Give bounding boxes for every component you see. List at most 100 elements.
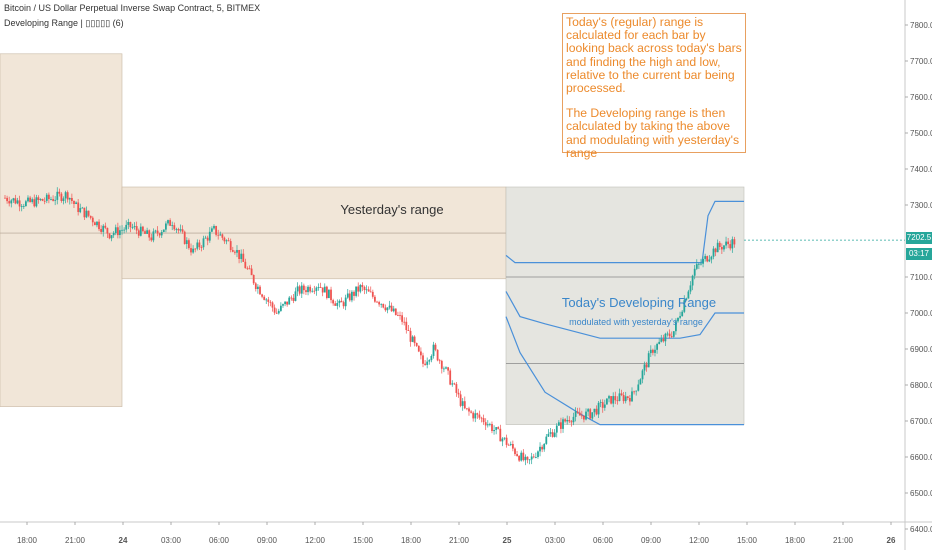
candle-body-284 [597,402,600,415]
candle-body-34 [75,202,77,204]
today-range-box [505,186,745,425]
developing-low-line [505,316,744,426]
indicator-legend[interactable]: Developing Range | ▯▯▯▯▯ (6) [4,18,124,28]
candle-body-261 [549,432,552,434]
candle-body-347 [729,244,732,249]
candle-body-237 [499,428,502,442]
candle-body-12 [29,197,31,202]
price-tick-label-9: 6800.0 [910,381,932,390]
candle-body-240 [505,437,508,445]
candle-body-203 [428,360,431,362]
candle-body-26 [58,191,61,194]
candle-body-186 [392,308,395,312]
price-tick-label-13: 6400.0 [910,525,932,534]
candle-body-266 [560,422,562,429]
developing-range-sublabel: modulated with yesterday's range [569,317,703,327]
candle-body-255 [537,451,539,457]
candle-body-45 [98,221,100,230]
candle-body-127 [269,301,272,303]
candle-body-231 [486,424,489,426]
candle-body-271 [570,421,573,423]
candle-body-56 [121,229,123,231]
candle-body-322 [677,317,679,322]
time-tick-label-17: 21:00 [833,536,854,545]
candle-body-281 [591,412,594,419]
candle-body-258 [543,443,546,450]
candle-body-86 [183,231,186,244]
candle-body-168 [355,286,357,296]
candle-body-206 [434,344,437,350]
candle-body-121 [257,286,259,289]
candle-body-294 [618,393,621,401]
candle-body-177 [374,296,376,302]
candle-body-88 [188,240,190,249]
candle-body-282 [593,408,596,413]
time-tick-label-4: 06:00 [209,536,230,545]
candle-body-13 [31,199,34,202]
candle-body-60 [129,222,132,228]
candle-body-166 [351,291,353,301]
candle-body-305 [641,370,644,380]
candle-body-247 [520,452,523,461]
candle-body-50 [108,233,111,239]
candle-body-120 [254,283,257,289]
candle-body-232 [489,424,491,425]
candle-body-136 [288,297,291,305]
bar-countdown-tag: 03:17 [906,248,932,260]
candle-body-8 [20,206,23,207]
candle-body-77 [165,223,167,230]
candle-body-113 [240,253,243,259]
candle-body-218 [459,394,462,406]
candle-body-159 [336,303,339,306]
candle-body-331 [695,264,698,269]
candle-body-169 [357,286,360,292]
candle-body-318 [668,333,671,337]
candle-body-99 [211,228,213,232]
candle-body-43 [94,222,96,226]
candle-body-63 [135,226,138,231]
yesterday-range-label: Yesterday's range [340,202,443,217]
candle-body-339 [712,248,715,257]
candle-body-253 [532,456,535,458]
candle-body-334 [702,259,704,264]
candle-body-157 [332,300,334,304]
candle-body-252 [530,456,533,460]
candle-body-125 [265,299,268,301]
candle-body-344 [723,245,725,250]
candle-body-70 [150,237,153,241]
candle-body-176 [371,291,374,297]
candle-body-152 [321,287,324,293]
candle-body-197 [415,343,418,346]
candle-body-19 [43,200,46,202]
candle-body-283 [595,408,598,415]
price-tick-label-10: 6700.0 [910,417,932,426]
candle-body-155 [328,289,330,298]
time-tick-label-15: 15:00 [737,536,758,545]
candle-body-325 [683,300,686,312]
time-tick-label-12: 06:00 [593,536,614,545]
candle-body-91 [194,248,197,250]
candle-body-287 [603,404,606,408]
candle-body-244 [514,448,516,455]
candle-body-138 [292,297,295,301]
candle-body-299 [629,398,631,402]
candle-body-79 [169,220,171,226]
candle-body-141 [298,286,301,294]
candle-body-148 [313,290,316,292]
candle-body-162 [342,302,345,307]
time-tick-label-18: 26 [887,536,896,545]
candle-body-225 [474,413,477,419]
candle-body-30 [66,192,69,200]
candle-body-105 [223,237,226,242]
time-tick-label-16: 18:00 [785,536,806,545]
candle-body-316 [664,333,667,342]
candle-body-119 [252,275,255,284]
candle-body-76 [162,229,165,232]
time-tick-label-2: 24 [119,536,128,545]
candle-body-58 [125,224,128,230]
candle-body-208 [438,360,441,362]
candle-body-250 [526,456,529,460]
candle-body-288 [606,398,608,405]
candle-body-89 [190,248,192,253]
